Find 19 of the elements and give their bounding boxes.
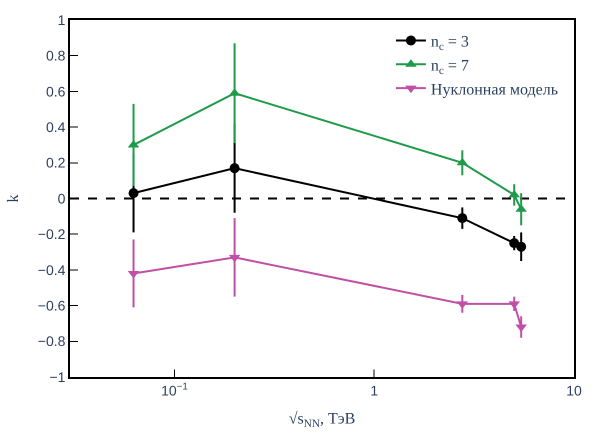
- y-tick-label: 0: [58, 190, 66, 206]
- x-tick-label: 1: [370, 382, 378, 399]
- y-tick-label: 0.8: [46, 48, 66, 64]
- y-tick-label: −0.4: [38, 262, 66, 278]
- x-axis-title: √s$_{NN}$, ТэВ: [288, 410, 356, 430]
- y-tick-label: −0.8: [38, 333, 66, 350]
- y-tick-label: −1: [49, 368, 66, 385]
- y-axis-title: k: [5, 194, 22, 202]
- x-tick-label: 10: [566, 382, 582, 399]
- y-tick-label: −0.6: [38, 298, 66, 314]
- y-tick-label: 0.2: [46, 154, 66, 171]
- y-tick-label: 1: [58, 12, 66, 28]
- legend-label: n$_{c}$ = 3: [430, 34, 469, 54]
- y-tick-label: −0.2: [38, 226, 66, 242]
- y-tick-label: 0.4: [46, 119, 66, 135]
- x-tick-label: 10$^{−1}$: [161, 382, 188, 399]
- legend-label: Нуклонная модель: [430, 81, 558, 98]
- legend-label: n$_{c}$ = 7: [430, 58, 469, 77]
- y-tick-label: 0.6: [46, 83, 66, 100]
